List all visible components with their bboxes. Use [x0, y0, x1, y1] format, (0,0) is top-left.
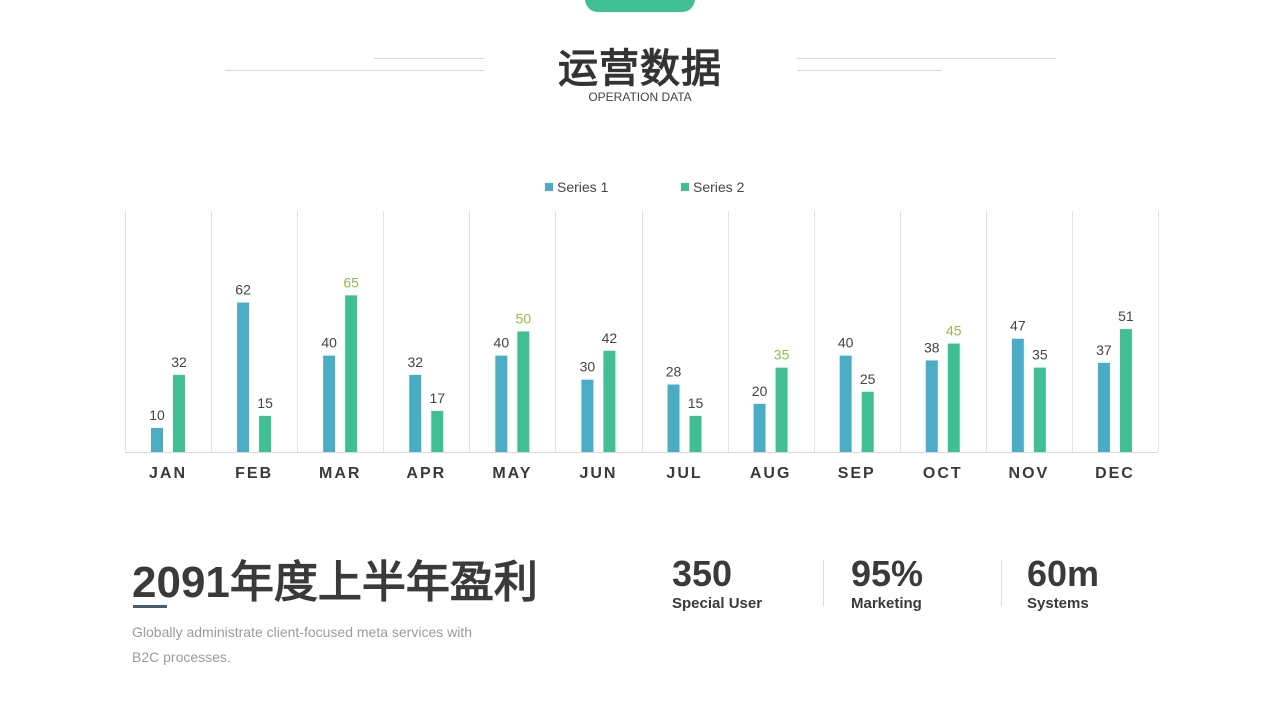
data-label-jun-series-2: 42 [602, 330, 618, 346]
bar-sep-series-2 [861, 391, 874, 452]
stat-special-user: 350 Special User [672, 553, 762, 612]
stat-label: Marketing [851, 595, 922, 612]
bar-mar-series-1 [323, 355, 336, 452]
summary-description: Globally administrate client-focused met… [132, 624, 473, 665]
bar-oct-series-2 [947, 343, 960, 452]
data-label-aug-series-1: 20 [752, 383, 768, 399]
legend-swatch-series-1 [545, 183, 553, 191]
data-label-dec-series-1: 37 [1096, 342, 1112, 358]
data-label-feb-series-1: 62 [235, 282, 251, 298]
stat-value: 60m [1027, 553, 1100, 594]
legend-item-series-2: Series 2 [681, 179, 744, 195]
bar-may-series-2 [517, 331, 530, 452]
x-tick-label: JUN [579, 465, 617, 482]
stat-label: Systems [1027, 595, 1089, 612]
data-label-may-series-2: 50 [516, 311, 532, 327]
title-rule-right-lower [797, 70, 942, 71]
data-label-dec-series-2: 51 [1118, 308, 1134, 324]
data-label-oct-series-2: 45 [946, 323, 962, 339]
data-label-jan-series-1: 10 [149, 407, 165, 423]
data-label-apr-series-1: 32 [407, 354, 423, 370]
bar-dec-series-2 [1119, 329, 1132, 452]
title-rule-left-upper [374, 58, 484, 59]
data-label-apr-series-2: 17 [429, 390, 445, 406]
stat-divider [823, 560, 824, 606]
data-label-jun-series-1: 30 [580, 359, 596, 375]
x-tick-label: MAR [319, 465, 361, 482]
data-label-aug-series-2: 35 [774, 347, 790, 363]
data-label-nov-series-1: 47 [1010, 318, 1026, 334]
x-tick-label: JAN [149, 465, 187, 482]
x-tick-label: AUG [750, 465, 792, 482]
bar-dec-series-1 [1097, 362, 1110, 452]
stat-value: 350 [672, 553, 733, 594]
legend-item-series-1: Series 1 [545, 179, 608, 195]
stat-label: Special User [672, 595, 763, 612]
x-tick-label: NOV [1009, 465, 1050, 482]
page-title: 运营数据 [558, 47, 722, 91]
bar-feb-series-1 [237, 302, 250, 452]
bar-apr-series-1 [409, 374, 422, 452]
x-tick-label: DEC [1095, 465, 1135, 482]
stat-systems: 60m Systems [1027, 553, 1099, 612]
title-rule-right-upper [797, 58, 1056, 59]
data-label-sep-series-2: 25 [860, 371, 876, 387]
data-label-jul-series-1: 28 [666, 364, 682, 380]
bar-aug-series-2 [775, 367, 788, 452]
data-label-mar-series-2: 65 [343, 274, 359, 290]
x-tick-label: SEP [838, 465, 876, 482]
x-tick-label: OCT [923, 465, 963, 482]
bar-jan-series-1 [151, 427, 163, 452]
stat-value: 95% [851, 553, 924, 594]
stat-divider [1001, 560, 1002, 606]
bar-nov-series-1 [1011, 338, 1024, 452]
bar-feb-series-2 [259, 415, 272, 452]
bar-sep-series-1 [839, 355, 852, 452]
page-subtitle: OPERATION DATA [588, 90, 692, 104]
title-rule-left-lower [225, 70, 484, 71]
bar-jul-series-1 [667, 384, 680, 452]
x-tick-label: APR [406, 465, 446, 482]
data-label-sep-series-1: 40 [838, 335, 854, 351]
bar-jan-series-2 [173, 374, 185, 452]
bar-nov-series-2 [1033, 367, 1046, 452]
bar-apr-series-2 [431, 411, 444, 452]
top-tab-decoration [585, 0, 695, 12]
data-label-feb-series-2: 15 [257, 395, 273, 411]
legend-label-series-2: Series 2 [693, 179, 745, 195]
bar-aug-series-1 [753, 403, 766, 452]
bar-oct-series-1 [925, 360, 938, 452]
data-label-jul-series-2: 15 [688, 395, 704, 411]
bar-jun-series-2 [603, 350, 616, 452]
data-label-may-series-1: 40 [494, 335, 510, 351]
x-tick-label: FEB [235, 465, 273, 482]
summary-title: 2091年度上半年盈利 [132, 558, 538, 607]
bar-jul-series-2 [689, 415, 702, 452]
data-label-oct-series-1: 38 [924, 339, 940, 355]
x-tick-label: MAY [492, 465, 532, 482]
summary-accent-bar [133, 605, 167, 608]
legend-label-series-1: Series 1 [557, 179, 609, 195]
data-label-jan-series-2: 32 [171, 354, 187, 370]
data-label-nov-series-2: 35 [1032, 347, 1048, 363]
bar-mar-series-2 [345, 295, 358, 452]
x-tick-label: JUL [666, 465, 702, 482]
data-label-mar-series-1: 40 [321, 335, 337, 351]
bar-jun-series-1 [581, 379, 594, 452]
stat-marketing: 95% Marketing [851, 553, 923, 612]
bar-may-series-1 [495, 355, 508, 452]
legend-swatch-series-2 [681, 183, 689, 191]
